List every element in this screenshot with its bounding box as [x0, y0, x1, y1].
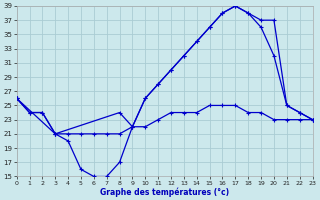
X-axis label: Graphe des températures (°c): Graphe des températures (°c): [100, 187, 229, 197]
